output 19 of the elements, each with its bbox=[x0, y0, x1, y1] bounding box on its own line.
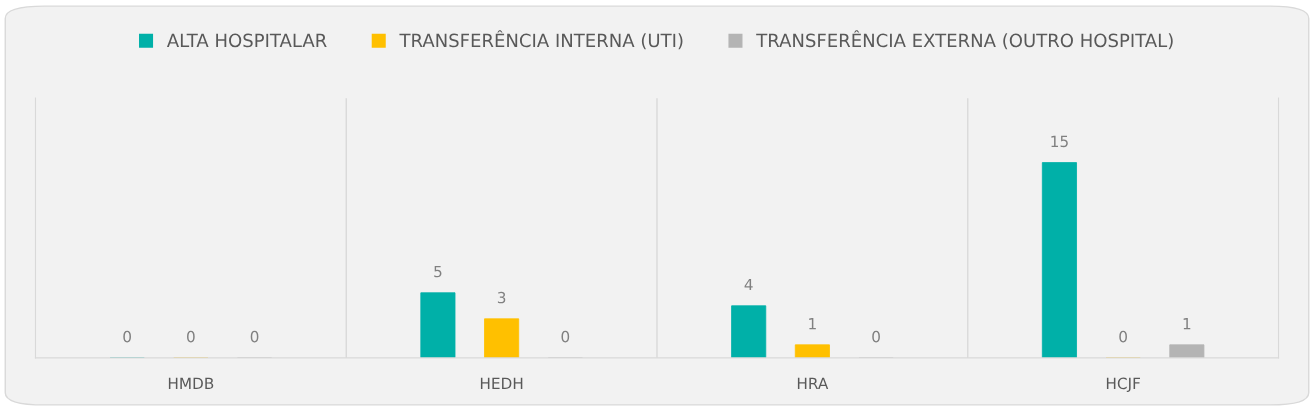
x-tick-label: HEDH bbox=[480, 377, 523, 389]
data-label: 0 bbox=[250, 330, 259, 343]
legend-label: TRANSFERÊNCIA EXTERNA (OUTRO HOSPITAL) bbox=[756, 30, 1173, 50]
x-tick-label: HCJF bbox=[1106, 377, 1140, 392]
data-label: 5 bbox=[434, 265, 442, 278]
data-label: 1 bbox=[1183, 318, 1191, 330]
data-label: 0 bbox=[123, 330, 131, 343]
legend-label: ALTA HOSPITALAR bbox=[166, 33, 327, 48]
data-label: 0 bbox=[187, 330, 195, 343]
data-label: 0 bbox=[872, 330, 880, 343]
legend-label: TRANSFERÊNCIA INTERNA (UTI) bbox=[399, 30, 683, 50]
data-label: 0 bbox=[561, 330, 570, 343]
x-tick-label: HMDB bbox=[168, 377, 214, 389]
data-label: 4 bbox=[744, 278, 753, 291]
data-label: 0 bbox=[1119, 330, 1127, 343]
data-label: 1 bbox=[809, 318, 816, 330]
x-tick-label: HRA bbox=[797, 377, 829, 389]
data-label: 3 bbox=[497, 291, 506, 304]
data-label: 15 bbox=[1051, 135, 1068, 148]
